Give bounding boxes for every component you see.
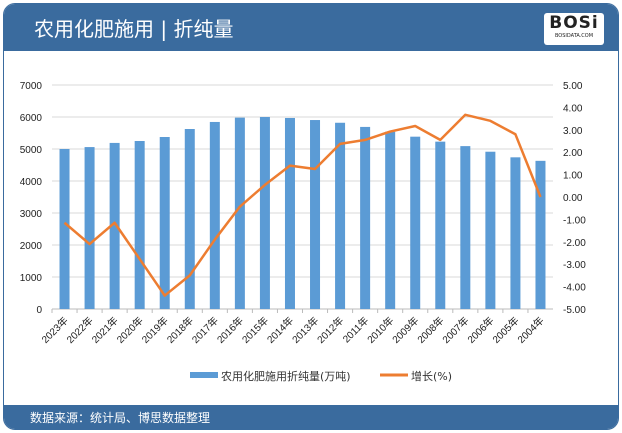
bar	[159, 137, 170, 309]
x-tick-label: 2018年	[164, 314, 196, 346]
right-tick-label: 3.00	[563, 126, 583, 137]
left-tick-label: 7000	[20, 81, 43, 92]
bar	[284, 117, 295, 310]
gridlines	[51, 84, 553, 313]
bar	[234, 117, 245, 309]
x-tick-label: 2008年	[414, 314, 446, 346]
legend-bar-swatch	[190, 372, 218, 378]
right-tick-label: 1.00	[563, 171, 583, 182]
growth-polyline	[63, 113, 542, 297]
x-tick-label: 2012年	[314, 314, 346, 346]
bosi-logo: BOSi BOSIDATA.COM	[544, 13, 604, 45]
x-tick-label: 2007年	[439, 314, 471, 346]
x-tick-label: 2014年	[264, 314, 296, 346]
left-tick-label: 4000	[20, 177, 43, 188]
left-tick-label: 2000	[20, 241, 43, 252]
x-tick-label: 2005年	[490, 314, 522, 346]
x-tick-label: 2022年	[64, 314, 96, 346]
bar	[410, 136, 421, 309]
x-tick-label: 2019年	[139, 314, 171, 346]
x-tick-label: 2016年	[214, 314, 246, 346]
right-axis-labels: -5.00 -4.00 -3.00 -2.00 -1.00 0.00 1.00 2.00 3.0…	[563, 81, 586, 316]
left-tick-label: 1000	[20, 273, 43, 284]
x-tick-label: 2010年	[364, 314, 396, 346]
right-tick-label: 0.00	[563, 193, 583, 204]
bar	[109, 142, 120, 309]
bars	[59, 117, 546, 310]
left-tick-label: 0	[36, 305, 42, 316]
right-tick-label: 5.00	[563, 81, 583, 92]
legend-line-label: 增长(%)	[411, 369, 452, 383]
right-tick-label: -4.00	[563, 283, 586, 294]
x-tick-label: 2023年	[39, 314, 71, 346]
x-tick-label: 2017年	[189, 314, 221, 346]
bar	[360, 126, 371, 309]
header-bar: 农用化肥施用 | 折纯量 BOSi BOSIDATA.COM	[4, 4, 618, 51]
growth-line	[63, 113, 542, 297]
legend: 农用化肥施用折纯量(万吨) 增长(%)	[190, 369, 452, 383]
bar	[535, 160, 546, 309]
bar	[259, 117, 270, 309]
bar	[310, 120, 321, 309]
x-tick-label: 2020年	[114, 314, 146, 346]
bar	[209, 121, 220, 310]
x-tick-label: 2013年	[289, 314, 321, 346]
x-tick-label: 2006年	[464, 314, 496, 346]
right-tick-label: -3.00	[563, 260, 586, 271]
bar	[485, 151, 496, 309]
left-tick-label: 6000	[20, 113, 43, 124]
x-tick-label: 2021年	[89, 314, 121, 346]
page-title: 农用化肥施用 | 折纯量	[34, 17, 234, 41]
bar	[335, 122, 346, 309]
data-source: 数据来源：统计局、博思数据整理	[30, 411, 211, 425]
x-tick-label: 2015年	[239, 314, 271, 346]
bar	[184, 129, 195, 309]
right-tick-label: -5.00	[563, 305, 586, 316]
x-axis-labels: 2023年2022年2021年2020年2019年2018年2017年2016年…	[39, 314, 547, 346]
legend-bar-label: 农用化肥施用折纯量(万吨)	[221, 369, 351, 383]
x-tick-label: 2004年	[515, 314, 547, 346]
bar	[59, 149, 70, 309]
footer-bar: 数据来源：统计局、博思数据整理	[4, 405, 618, 429]
left-tick-label: 3000	[20, 209, 43, 220]
bar	[460, 146, 471, 309]
x-tick-label: 2011年	[340, 314, 371, 345]
left-tick-label: 5000	[20, 145, 43, 156]
bar	[435, 141, 446, 309]
x-tick-label: 2009年	[389, 314, 421, 346]
right-tick-label: -2.00	[563, 238, 586, 249]
left-axis-labels: 0 1000 2000 3000 4000 5000 6000 7000	[20, 81, 43, 316]
right-tick-label: -1.00	[563, 215, 586, 226]
bar	[385, 131, 396, 309]
bar	[510, 157, 521, 309]
right-tick-label: 2.00	[563, 148, 583, 159]
bar	[134, 141, 145, 309]
bar	[84, 147, 95, 309]
right-tick-label: 4.00	[563, 103, 583, 114]
